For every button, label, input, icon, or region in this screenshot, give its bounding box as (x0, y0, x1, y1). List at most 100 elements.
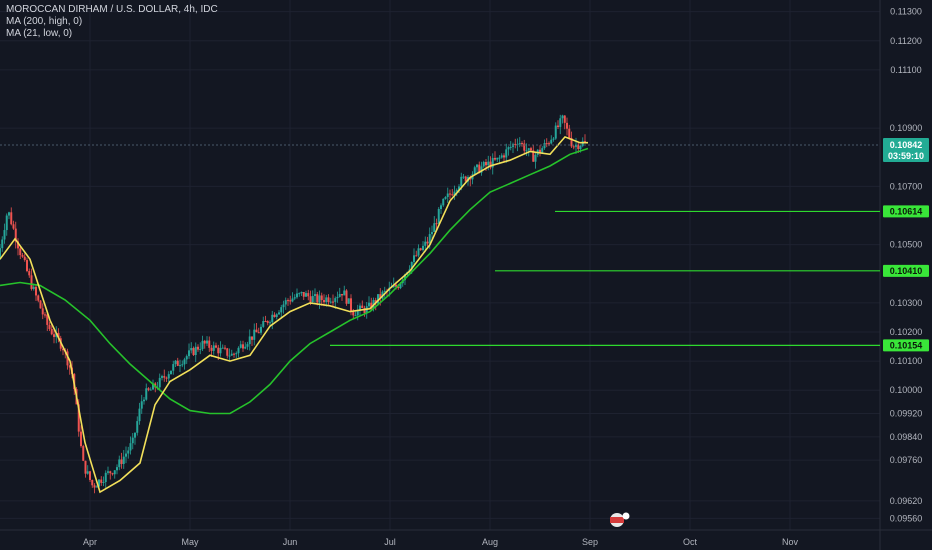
candle-body (21, 255, 24, 257)
candle-body (361, 305, 364, 309)
x-tick-label: May (181, 537, 199, 547)
candle-body (543, 143, 546, 149)
candle-body (489, 161, 492, 168)
candle-body (23, 256, 26, 261)
candle-body (491, 157, 494, 168)
y-tick-label: 0.11200 (890, 36, 922, 46)
candle-body (68, 365, 71, 368)
candle-body (35, 286, 37, 296)
candle-body (458, 186, 460, 190)
candle-body (192, 348, 195, 356)
candle-body (266, 321, 269, 323)
y-tick-label: 0.11100 (890, 65, 921, 75)
candle-body (278, 312, 280, 315)
candle-body (95, 486, 98, 488)
last-price-tag (883, 138, 929, 163)
candle-body (397, 286, 400, 289)
ma200-legend[interactable]: MA (200, high, 0) (6, 16, 83, 27)
candle-body (82, 446, 85, 461)
candle-body (89, 471, 91, 480)
candle-body (509, 146, 512, 148)
symbol-title[interactable]: MOROCCAN DIRHAM / U.S. DOLLAR, 4h, IDC (6, 4, 218, 15)
candle-body (28, 271, 31, 276)
candle-body (246, 344, 249, 347)
candle-body (545, 143, 548, 145)
candle-body (32, 286, 35, 289)
price-axis: 0.11300 0.11200 0.11100 0.10900 0.10700 0.105… (883, 7, 929, 523)
candle-body (451, 194, 454, 196)
candle-body (550, 139, 553, 144)
candle-body (552, 138, 555, 140)
candle-body (572, 146, 575, 148)
countdown-label: 03:59:10 (888, 151, 924, 161)
candle-body (181, 364, 184, 366)
candle-body (0, 248, 1, 260)
candle-body (298, 293, 301, 295)
candle-body (165, 377, 168, 379)
candle-body (570, 137, 573, 147)
candle-body (323, 300, 325, 303)
candle-body (140, 401, 143, 409)
candle-body (354, 315, 357, 317)
candle-body (287, 300, 289, 302)
candle-body (269, 322, 271, 324)
candle-body (284, 300, 287, 305)
candle-body (514, 143, 517, 145)
candle-body (577, 144, 580, 150)
candle-body (194, 346, 197, 356)
candle-body (50, 329, 53, 335)
candle-body (199, 349, 202, 351)
candle-body (127, 450, 130, 454)
y-tick-label: 0.11300 (890, 7, 922, 17)
y-tick-label: 0.10300 (890, 298, 923, 308)
flag-dot (622, 512, 630, 520)
candle-body (305, 293, 307, 297)
candle-body (395, 284, 397, 287)
candle-body (350, 298, 352, 311)
y-tick-label: 0.09760 (890, 455, 923, 465)
candle-body (179, 365, 181, 367)
candle-body (282, 304, 285, 308)
candle-body (527, 148, 530, 151)
candle-body (341, 294, 343, 296)
candle-body (363, 308, 366, 314)
candle-body (368, 302, 370, 307)
candle-body (356, 309, 359, 316)
candle-body (30, 275, 33, 289)
candle-body (379, 294, 382, 299)
candle-body (80, 431, 82, 447)
ma21-legend[interactable]: MA (21, low, 0) (6, 28, 73, 39)
candle-body (359, 305, 361, 310)
candle-body (370, 302, 373, 309)
candle-body (563, 115, 566, 123)
candle-body (347, 298, 350, 304)
candle-body (107, 471, 109, 473)
candle-body (541, 148, 544, 153)
candle-body (161, 376, 163, 378)
candle-body (158, 377, 161, 388)
candle-body (39, 300, 42, 309)
x-tick-label: Jun (283, 537, 298, 547)
y-tick-label: 0.10500 (890, 240, 923, 250)
candle-body (244, 346, 247, 349)
support-levels: 0.10614 0.10410 0.10154 (330, 205, 929, 352)
candle-body (98, 479, 100, 487)
candle-body (525, 150, 528, 152)
x-tick-label: Sep (582, 537, 598, 547)
flag-icon[interactable] (610, 512, 630, 528)
candle-body (424, 241, 427, 246)
candle-body (410, 261, 413, 270)
candle-body (131, 437, 134, 444)
candle-body (431, 232, 433, 235)
candle-body (534, 154, 537, 162)
candle-body (530, 148, 532, 151)
candle-body (293, 297, 296, 299)
candle-body (183, 359, 186, 365)
candle-body (53, 334, 55, 337)
candle-body (413, 255, 415, 262)
y-tick-label: 0.09920 (890, 409, 923, 419)
candle-body (280, 307, 283, 313)
candle-body (417, 248, 420, 256)
candle-body (226, 348, 229, 356)
